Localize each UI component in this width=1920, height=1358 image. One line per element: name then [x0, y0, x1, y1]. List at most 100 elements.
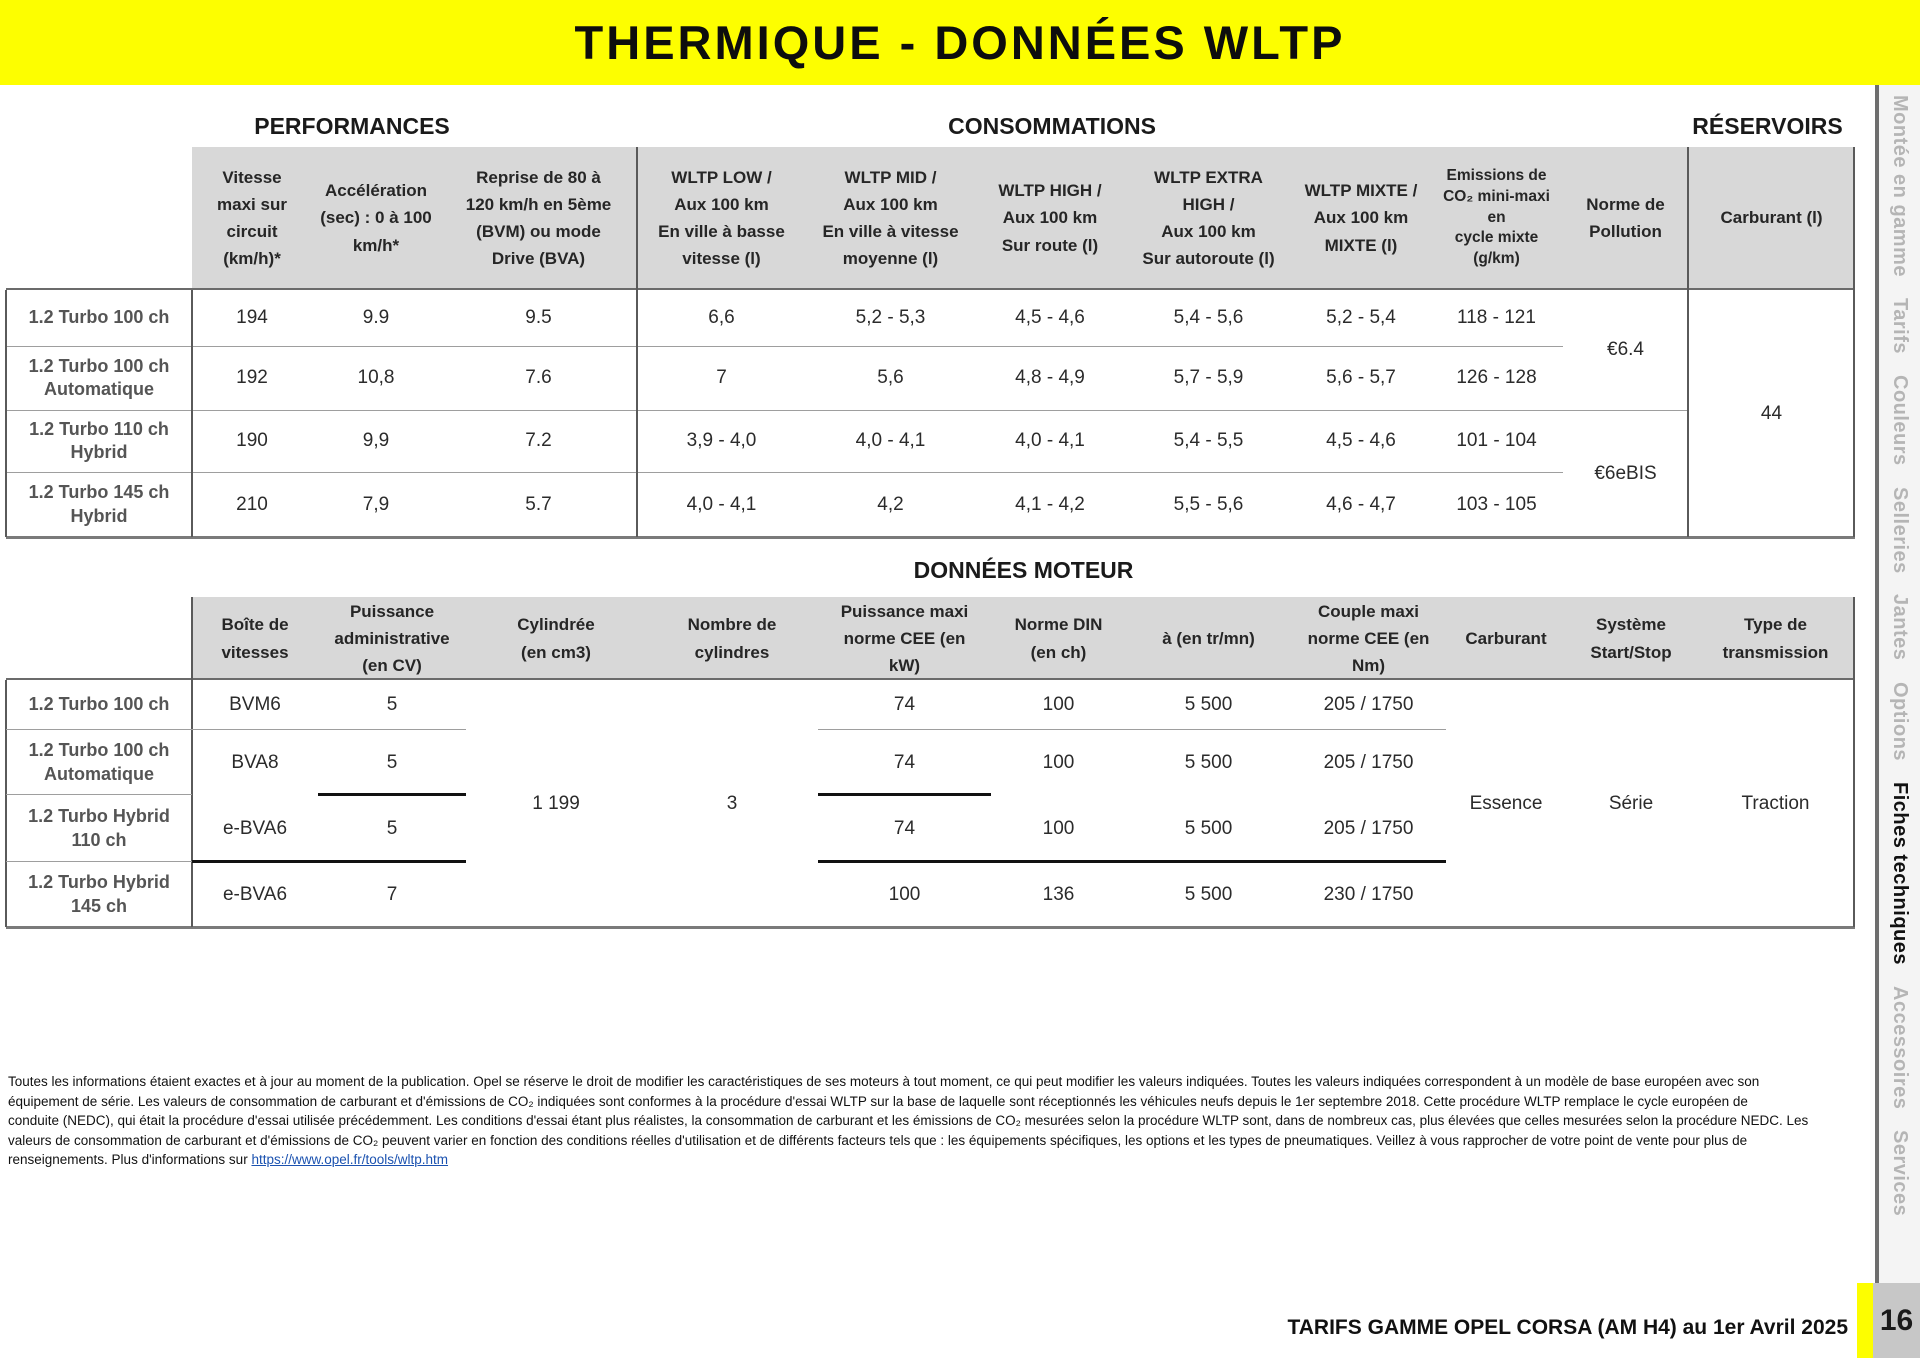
wltp-link[interactable]: https://www.opel.fr/tools/wltp.htm	[251, 1152, 449, 1167]
perf-header-reprise: Reprise de 80 à 120 km/h en 5ème (BVM) o…	[465, 167, 612, 269]
perf-cell-low: 4,0 - 4,1	[686, 493, 757, 515]
perf-header-wltp-mid: WLTP MID / Aux 100 km En ville à vitesse…	[822, 167, 959, 269]
perf-cell-co2: 118 - 121	[1457, 307, 1536, 328]
perf-cell-co2: 126 - 128	[1456, 367, 1537, 388]
perf-header-wltp-low: WLTP LOW / Aux 100 km En ville à basse v…	[658, 167, 785, 269]
motor-cell-gearbox: BVM6	[229, 694, 281, 715]
motor-cell-kw: 74	[893, 751, 916, 773]
motor-cell-torque: 205 / 1750	[1323, 751, 1414, 773]
perf-cell-accel: 9.9	[362, 307, 390, 328]
document-footer-title: TARIFS GAMME OPEL CORSA (AM H4) au 1er A…	[1287, 1316, 1849, 1339]
motor-header-cylindres: Nombre de cylindres	[687, 615, 777, 662]
perf-header-co2: Emissions de CO₂ mini-maxi en cycle mixt…	[1443, 166, 1550, 268]
motor-row-label: 1.2 Turbo 100 ch	[28, 694, 170, 715]
perf-cell-mixte: 5,6 - 5,7	[1326, 367, 1396, 388]
perf-table-row: 1.2 Turbo 110 ch Hybrid 190 9,9 7.2 3,9 …	[6, 410, 1563, 473]
divider	[5, 680, 7, 927]
motor-header-gearbox: Boîte de vitesses	[221, 615, 289, 662]
sidebar-item-selleries[interactable]: Selleries	[1889, 486, 1911, 574]
perf-cell-co2: 101 - 104	[1456, 430, 1537, 451]
disclaimer-line: renseignements. Plus d'informations sur …	[8, 1150, 1863, 1170]
sidebar-item-tarifs[interactable]: Tarifs	[1889, 297, 1911, 354]
perf-cell-low: 7	[716, 367, 727, 388]
motor-cell-rpm: 5 500	[1184, 883, 1233, 905]
motor-cell-torque: 205 / 1750	[1323, 694, 1414, 715]
perf-cell-high: 4,5 - 4,6	[1015, 307, 1085, 328]
perf-cell-vmax: 210	[236, 493, 268, 515]
perf-row-label: 1.2 Turbo 145 ch Hybrid	[28, 482, 170, 526]
motor-header-cv: Puissance administrative (en CV)	[334, 601, 450, 676]
section-performances: PERFORMANCES	[254, 113, 450, 139]
motor-header-transmission: Type de transmission	[1722, 615, 1829, 662]
motor-header-cylindree: Cylindrée (en cm3)	[517, 615, 595, 662]
motor-cell-kw: 100	[888, 883, 921, 905]
divider	[818, 793, 991, 796]
sidebar-item-jantes[interactable]: Jantes	[1889, 594, 1911, 661]
perf-header-wltp-mixte: WLTP MIXTE / Aux 100 km MIXTE (l)	[1304, 181, 1418, 255]
divider	[6, 288, 1855, 290]
section-reservoirs: RÉSERVOIRS	[1692, 113, 1843, 139]
divider	[6, 678, 1855, 680]
perf-cell-extra: 5,5 - 5,6	[1173, 493, 1244, 515]
motor-table-header: Boîte de vitesses Puissance administrati…	[192, 597, 1855, 680]
perf-cell-accel: 9,9	[362, 430, 390, 451]
section-consommations: CONSOMMATIONS	[948, 113, 1156, 139]
motor-header-torque: Couple maxi norme CEE (en Nm)	[1307, 601, 1430, 676]
divider	[192, 860, 466, 863]
motor-cell-cv: 5	[386, 817, 398, 839]
sidebar-item-services[interactable]: Services	[1889, 1130, 1911, 1217]
motor-table-row: 1.2 Turbo Hybrid 145 ch e-BVA6 7 100 136…	[6, 862, 1855, 927]
perf-cell-mid: 5,6	[877, 367, 904, 388]
perf-table-header: Vitesse maxi sur circuit (km/h)* Accélér…	[192, 147, 1855, 289]
motor-cell-cylindree: 1 199	[532, 792, 580, 814]
motor-cell-rpm: 5 500	[1184, 694, 1233, 715]
divider	[6, 729, 466, 730]
perf-cell-reprise: 5.7	[525, 493, 552, 515]
perf-cell-reprise: 9.5	[525, 307, 552, 328]
perf-cell-vmax: 194	[236, 307, 268, 328]
motor-cell-kw: 74	[893, 694, 916, 715]
motor-cell-din: 100	[1042, 694, 1075, 715]
motor-header-kw: Puissance maxi norme CEE (en kW)	[840, 601, 969, 676]
divider	[636, 147, 638, 537]
divider	[6, 861, 192, 862]
motor-row-label: 1.2 Turbo 100 ch Automatique	[28, 740, 170, 784]
divider	[191, 597, 193, 927]
motor-cell-cv: 7	[386, 883, 398, 905]
perf-header-accel: Accélération (sec) : 0 à 100 km/h*	[320, 181, 432, 255]
motor-row-label: 1.2 Turbo Hybrid 145 ch	[28, 872, 170, 916]
perf-cell-low: 3,9 - 4,0	[686, 430, 757, 451]
perf-cell-extra: 5,4 - 5,6	[1173, 307, 1244, 328]
divider	[818, 729, 1446, 730]
perf-cell-co2: 103 - 105	[1456, 493, 1537, 515]
perf-row-label: 1.2 Turbo 110 ch Hybrid	[29, 418, 169, 462]
perf-table-row: 1.2 Turbo 145 ch Hybrid 210 7,9 5.7 4,0 …	[6, 472, 1563, 537]
motor-table-row: 1.2 Turbo 100 ch Automatique BVA8 5 74 1…	[6, 730, 1855, 795]
sidebar-item-accessoires[interactable]: Accessoires	[1889, 985, 1911, 1110]
perf-cell-mixte: 4,5 - 4,6	[1326, 430, 1396, 451]
sidebar-item-couleurs[interactable]: Couleurs	[1889, 374, 1911, 466]
disclaimer-line: équipement de série. Les valeurs de cons…	[8, 1093, 1748, 1109]
motor-cell-din: 136	[1042, 883, 1075, 905]
perf-cell-reprise: 7.2	[525, 430, 552, 451]
sidebar-item-montee-en-gamme[interactable]: Montée en gamme	[1889, 95, 1911, 277]
perf-header-vmax: Vitesse maxi sur circuit (km/h)*	[217, 167, 287, 269]
divider	[1853, 597, 1855, 927]
motor-cell-gearbox: e-BVA6	[222, 817, 288, 839]
motor-cell-cv: 5	[386, 694, 398, 715]
perf-table-row: 1.2 Turbo 100 ch 194 9.9 9.5 6,6 5,2 - 5…	[6, 290, 1563, 347]
perf-cell-norme-2: €6eBIS	[1594, 463, 1657, 484]
motor-table-row: 1.2 Turbo 100 ch BVM6 5 74 100 5 500 205…	[6, 680, 1855, 730]
divider	[1687, 147, 1689, 537]
perf-cell-high: 4,0 - 4,1	[1015, 430, 1085, 451]
sidebar-item-fiches-techniques[interactable]: Fiches techniques	[1889, 781, 1911, 965]
perf-cell-extra: 5,4 - 5,5	[1173, 430, 1244, 451]
disclaimer-line: valeurs de consommation de carburant et …	[8, 1132, 1748, 1148]
perf-row-label: 1.2 Turbo 100 ch Automatique	[28, 355, 170, 399]
motor-cell-cv: 5	[386, 751, 398, 773]
sidebar-item-options[interactable]: Options	[1889, 681, 1911, 761]
divider	[6, 926, 1855, 929]
motor-cell-torque: 205 / 1750	[1323, 817, 1414, 839]
footer-yellow-strip	[1857, 1283, 1873, 1358]
motor-cell-kw: 74	[893, 817, 916, 839]
